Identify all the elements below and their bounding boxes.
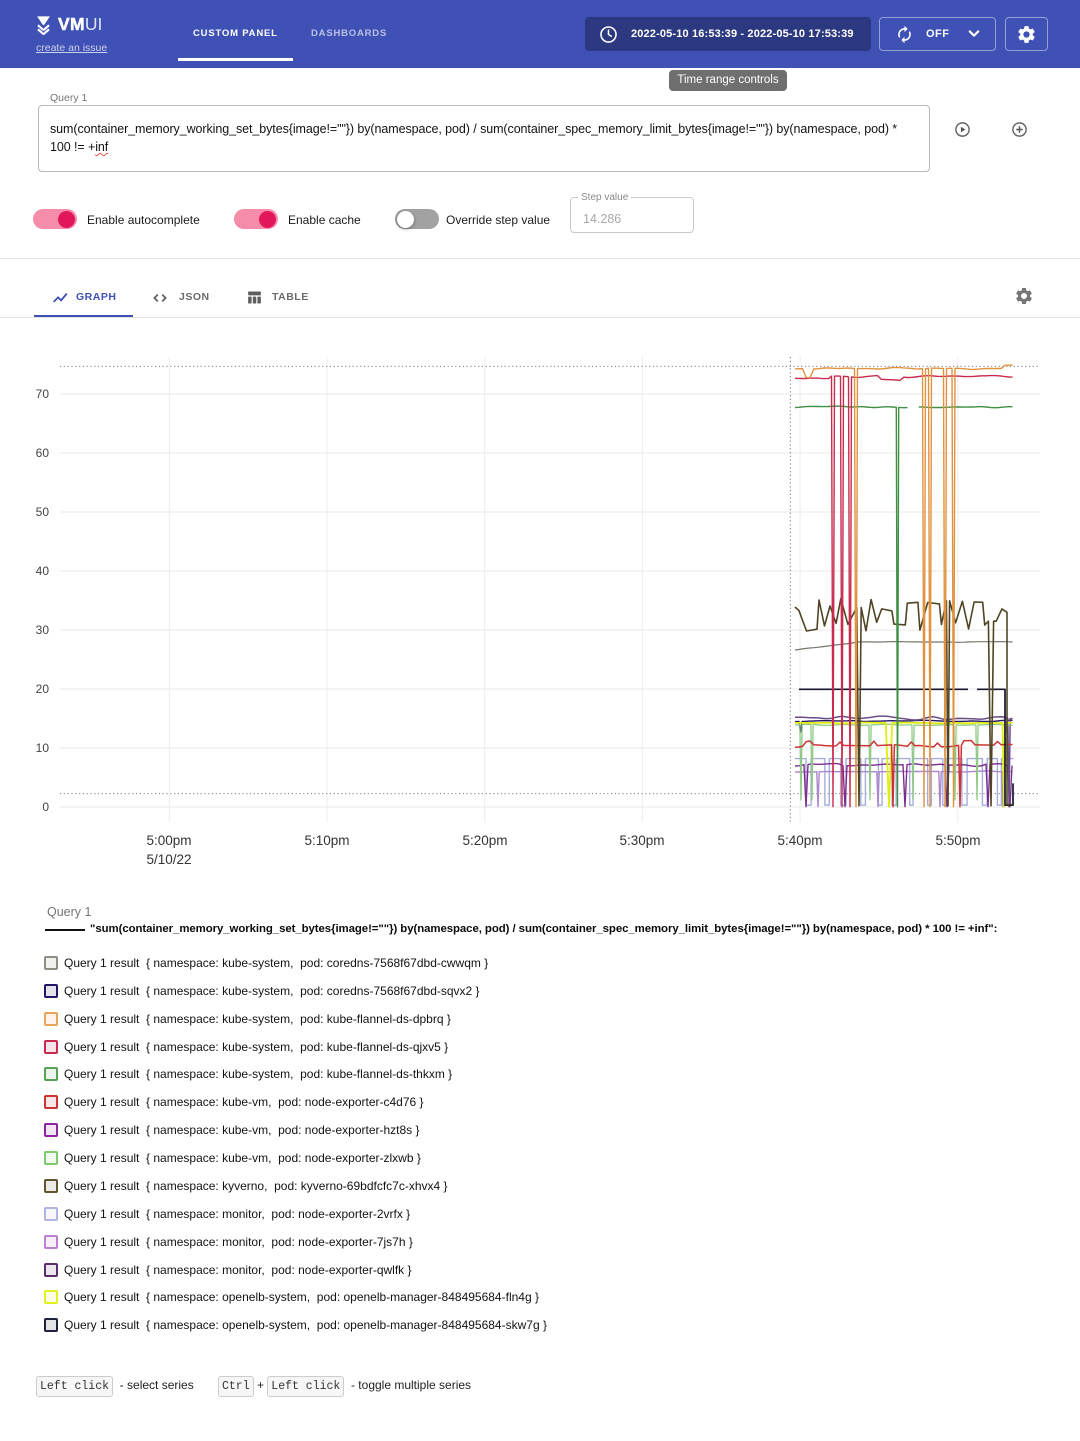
svg-text:50: 50 (36, 505, 50, 519)
svg-text:5:20pm: 5:20pm (462, 833, 507, 848)
svg-text:30: 30 (36, 623, 50, 637)
svg-text:5:50pm: 5:50pm (935, 833, 980, 848)
svg-text:5:30pm: 5:30pm (619, 833, 664, 848)
svg-text:20: 20 (36, 682, 50, 696)
svg-text:5:10pm: 5:10pm (304, 833, 349, 848)
svg-text:5:40pm: 5:40pm (777, 833, 822, 848)
svg-text:5:00pm: 5:00pm (146, 833, 191, 848)
svg-text:10: 10 (36, 741, 50, 755)
svg-text:60: 60 (36, 446, 50, 460)
svg-text:40: 40 (36, 564, 50, 578)
svg-text:0: 0 (42, 800, 49, 814)
svg-text:70: 70 (36, 387, 50, 401)
svg-text:5/10/22: 5/10/22 (146, 852, 191, 867)
